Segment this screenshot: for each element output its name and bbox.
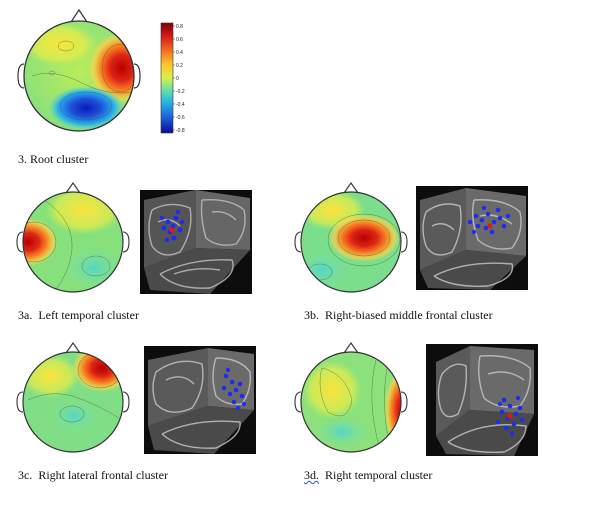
colorbar-tick-label: -0.8 bbox=[176, 128, 185, 134]
topomap-left-temporal-cluster bbox=[16, 182, 130, 293]
colorbar-tick-label: 0.2 bbox=[176, 63, 183, 69]
colorbar-tick-label: -0.4 bbox=[176, 102, 185, 108]
caption-right-temporal-cluster: 3d. Right temporal cluster bbox=[304, 468, 433, 482]
colorbar-tick-label: 0.4 bbox=[176, 50, 183, 56]
mri-right-temporal-cluster bbox=[426, 344, 538, 456]
colorbar: 0.8 0.6 0.4 0.2 0 -0.2 -0.4 -0.6 -0.8 bbox=[160, 22, 185, 134]
caption-right-biased-middle-frontal-cluster: 3b. Right-biased middle frontal cluster bbox=[304, 308, 493, 322]
topomap-right-temporal-cluster bbox=[294, 342, 408, 453]
caption-right-lateral-frontal-cluster: 3c. Right lateral frontal cluster bbox=[18, 468, 168, 482]
mri-left-temporal-cluster bbox=[140, 190, 252, 294]
topomap-root-cluster bbox=[17, 8, 141, 132]
colorbar-tick-label: 0.6 bbox=[176, 37, 183, 43]
mri-right-lateral-frontal-cluster bbox=[144, 346, 256, 454]
topomap-right-biased-middle-frontal-cluster bbox=[294, 182, 408, 293]
colorbar-tick-label: -0.2 bbox=[176, 89, 185, 95]
colorbar-tick-label: -0.6 bbox=[176, 115, 185, 121]
colorbar-tick-label: 0.8 bbox=[176, 24, 183, 30]
mri-right-biased-middle-frontal-cluster bbox=[416, 186, 528, 290]
topomap-right-lateral-frontal-cluster bbox=[16, 342, 130, 453]
colorbar-tick-label: 0 bbox=[176, 76, 179, 82]
caption-root-cluster: 3. Root cluster bbox=[18, 152, 89, 166]
caption-left-temporal-cluster: 3a. Left temporal cluster bbox=[18, 308, 139, 322]
